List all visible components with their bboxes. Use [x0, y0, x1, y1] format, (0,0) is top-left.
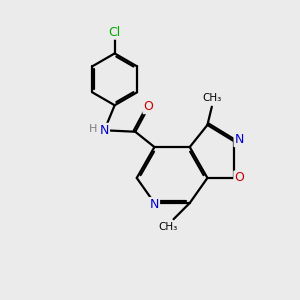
Text: O: O	[234, 172, 244, 184]
Text: CH₃: CH₃	[159, 222, 178, 233]
Text: N: N	[100, 124, 109, 137]
Text: H: H	[88, 124, 97, 134]
Text: Cl: Cl	[109, 26, 121, 39]
Text: O: O	[144, 100, 154, 113]
Text: N: N	[235, 133, 244, 146]
Text: N: N	[150, 198, 159, 211]
Text: CH₃: CH₃	[203, 94, 222, 103]
